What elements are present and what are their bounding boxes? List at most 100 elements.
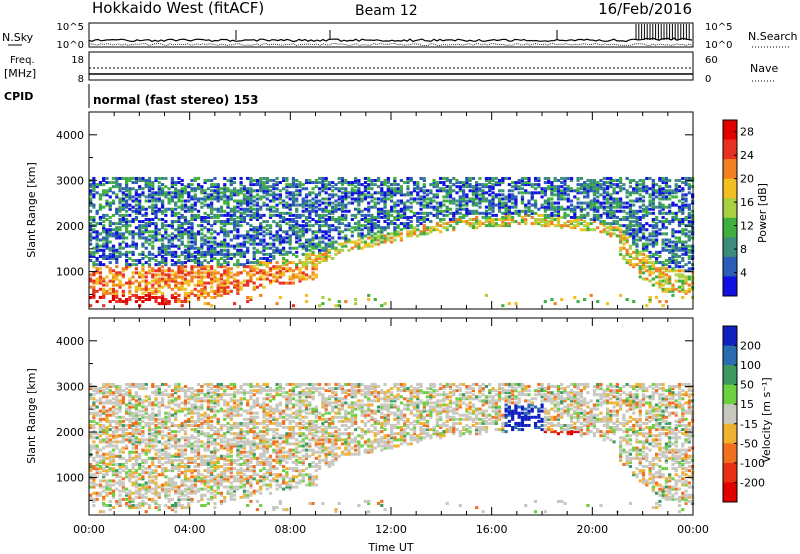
echo-cell [183, 287, 188, 291]
echo-cell [118, 234, 122, 238]
echo-cell [134, 267, 139, 271]
echo-cell [154, 238, 158, 242]
echo-cell [187, 283, 191, 287]
echo-cell [102, 407, 106, 411]
echo-cell [213, 176, 217, 180]
echo-cell [108, 195, 112, 199]
echo-cell [177, 176, 181, 180]
echo-cell [95, 230, 99, 234]
echo-cell [164, 263, 168, 267]
echo-cell [550, 217, 554, 221]
echo-cell [170, 250, 174, 254]
echo-cell [661, 271, 665, 275]
echo-cell [151, 205, 155, 209]
echo-cell [638, 209, 642, 213]
echo-cell [213, 213, 217, 217]
echo-cell [658, 271, 662, 275]
echo-cell [465, 185, 469, 189]
echo-cell [190, 259, 194, 263]
echo-cell [291, 176, 296, 180]
echo-cell [262, 187, 266, 191]
echo-cell [89, 197, 93, 201]
echo-cell [124, 409, 129, 413]
echo-cell [210, 209, 214, 213]
echo-cell [334, 203, 338, 207]
echo-cell [641, 226, 646, 230]
echo-cell [602, 207, 606, 211]
echo-cell [108, 444, 112, 448]
echo-cell [573, 226, 577, 230]
echo-cell [632, 234, 636, 238]
echo-cell [687, 220, 691, 224]
echo-cell [661, 238, 665, 242]
echo-cell [128, 423, 132, 427]
echo-cell [651, 267, 655, 271]
echo-cell [124, 222, 129, 226]
echo-cell [681, 228, 685, 232]
echo-cell [658, 281, 662, 285]
echo-cell [674, 269, 678, 273]
echo-cell [236, 285, 240, 289]
echo-cell [350, 193, 354, 197]
echo-cell [311, 252, 315, 256]
echo-cell [102, 417, 106, 421]
echo-cell [412, 187, 417, 191]
echo-cell [249, 267, 253, 271]
echo-cell [638, 261, 642, 265]
echo-cell [687, 187, 691, 191]
echo-cell [461, 197, 466, 201]
echo-cell [278, 267, 282, 271]
echo-cell [478, 189, 482, 193]
echo-cell [556, 209, 561, 213]
echo-cell [514, 185, 518, 189]
echo-cell [458, 181, 462, 185]
echo-cell [599, 178, 603, 182]
echo-cell [298, 269, 302, 273]
echo-cell [134, 178, 139, 182]
echo-cell [304, 273, 309, 277]
echo-cell [651, 252, 655, 256]
echo-cell [98, 287, 103, 291]
echo-cell [448, 193, 453, 197]
echo-cell [318, 224, 322, 228]
echo-cell [671, 285, 675, 289]
echo-cell [128, 279, 132, 283]
echo-cell [399, 209, 404, 213]
echo-cell [527, 209, 531, 213]
echo-cell [386, 236, 390, 240]
echo-cell [645, 269, 649, 273]
echo-cell [154, 269, 158, 273]
echo-cell [226, 213, 230, 217]
echo-cell [442, 226, 446, 230]
echo-cell [681, 230, 685, 234]
echo-cell [475, 195, 479, 199]
echo-cell [95, 465, 99, 469]
echo-cell [543, 191, 547, 195]
echo-cell [363, 220, 368, 224]
echo-cell [89, 189, 93, 193]
echo-cell [236, 259, 240, 263]
echo-cell [681, 295, 685, 299]
echo-cell [517, 181, 521, 185]
echo-cell [435, 189, 439, 193]
echo-cell [583, 191, 587, 195]
echo-cell [170, 287, 174, 291]
echo-cell [566, 199, 570, 203]
echo-cell [481, 197, 485, 201]
echo-cell [599, 215, 603, 219]
echo-cell [187, 207, 191, 211]
echo-cell [98, 263, 103, 267]
echo-cell [344, 238, 348, 242]
echo-cell [527, 201, 531, 205]
echo-cell [318, 230, 322, 234]
echo-cell [661, 178, 665, 182]
echo-cell [308, 178, 312, 182]
echo-cell [452, 228, 456, 232]
echo-cell [363, 197, 368, 201]
echo-cell [147, 185, 152, 189]
echo-cell [108, 399, 112, 403]
echo-cell [128, 395, 132, 399]
echo-cell [183, 203, 188, 207]
echo-cell [308, 191, 312, 195]
echo-cell [105, 444, 109, 448]
